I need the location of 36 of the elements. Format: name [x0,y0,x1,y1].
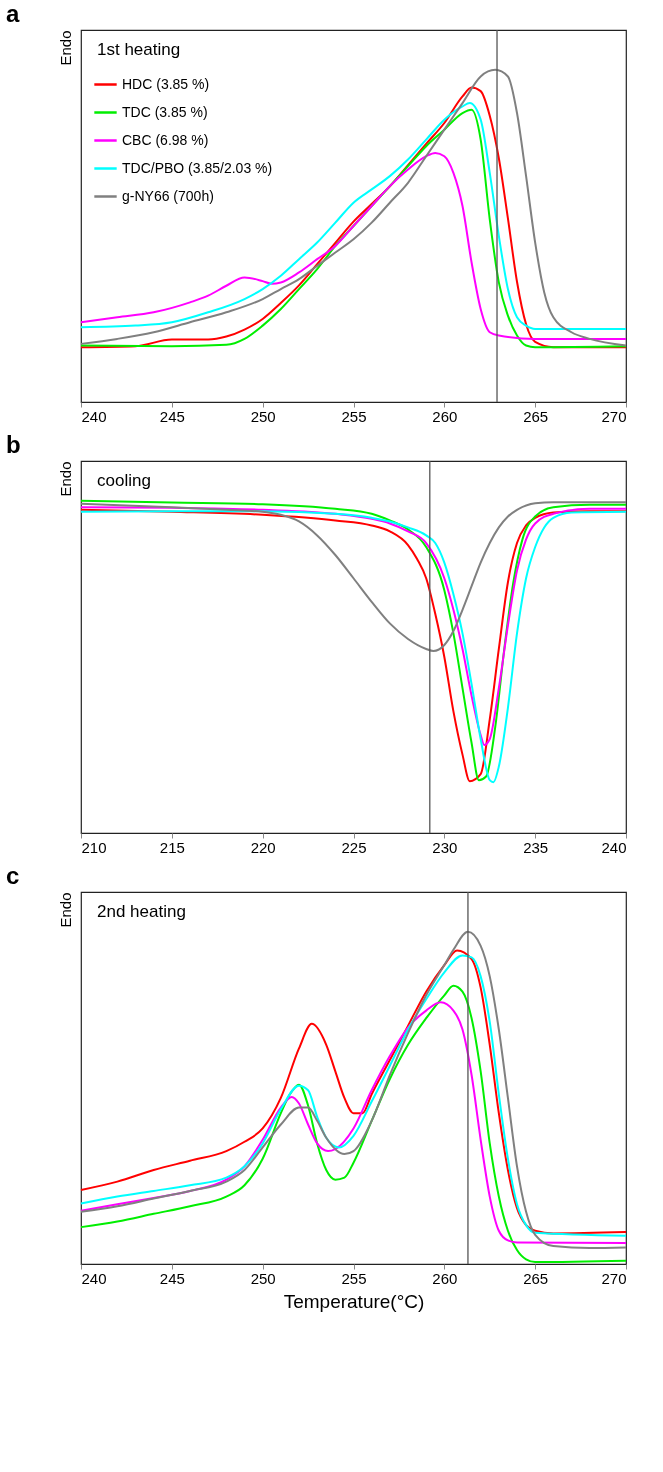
x-tick-label: 260 [432,407,458,425]
x-tick-label: 255 [341,407,367,425]
y-axis-title: Endo [56,461,74,497]
x-tick-label: 215 [159,838,185,856]
legend-label: TDC (3.85 %) [122,103,208,120]
legend-label: TDC/PBO (3.85/2.03 %) [122,159,273,176]
chart-title: b [6,431,21,459]
x-tick-label: 250 [250,1269,276,1287]
x-tick-label: 225 [341,838,367,856]
text: 2nd heating [97,902,186,921]
y-axis-title: Endo [56,892,74,928]
x-tick-label: 245 [159,1269,185,1287]
chart-title: a [6,0,20,28]
x-axis-title: Temperature(°C) [283,1290,425,1312]
x-tick-label: 240 [601,838,627,856]
text: cooling [97,471,151,490]
chart-title: c [6,862,20,890]
x-tick-label: 240 [81,1269,107,1287]
x-tick-label: 210 [81,838,107,856]
x-tick-label: 235 [523,838,549,856]
legend-label: g-NY66 (700h) [122,187,214,204]
x-tick-label: 260 [432,1269,458,1287]
x-tick-label: 245 [159,407,185,425]
x-tick-label: 265 [523,1269,549,1287]
x-tick-label: 250 [250,407,276,425]
y-axis-title: Endo [56,30,74,66]
x-tick-label: 255 [341,1269,367,1287]
legend-label: CBC (6.98 %) [122,131,209,148]
legend-label: HDC (3.85 %) [122,75,210,92]
x-tick-label: 270 [601,407,627,425]
text: 1st heating [97,40,181,59]
x-tick-label: 230 [432,838,458,856]
x-tick-label: 270 [601,1269,627,1287]
x-tick-label: 265 [523,407,549,425]
x-tick-label: 240 [81,407,107,425]
x-tick-label: 220 [250,838,276,856]
